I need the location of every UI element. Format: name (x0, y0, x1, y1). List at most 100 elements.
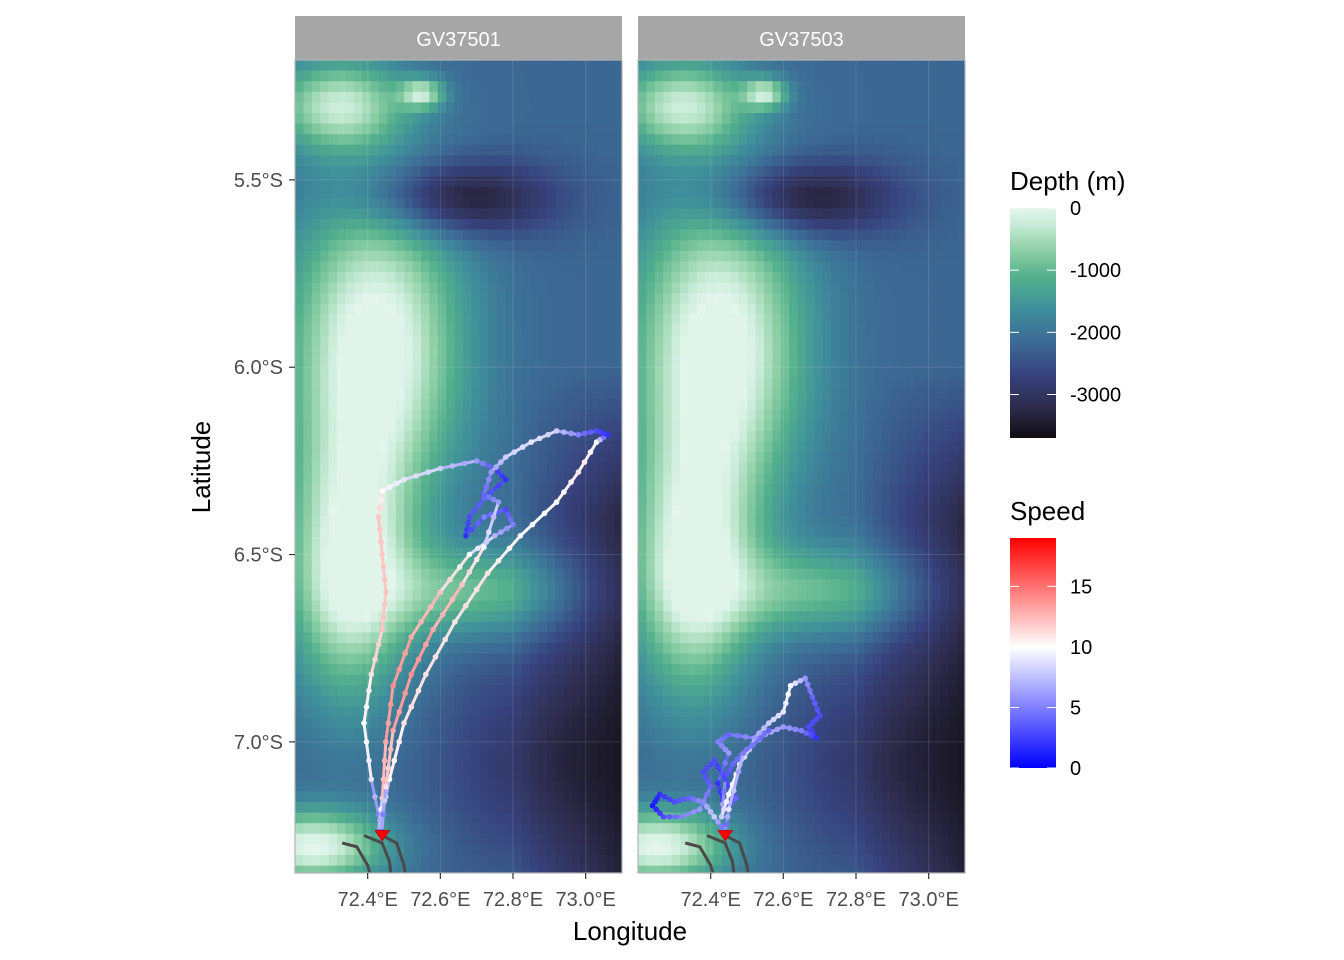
raster-cell (429, 441, 439, 453)
raster-cell (370, 452, 380, 464)
raster-cell (605, 600, 615, 612)
raster-cell (513, 759, 523, 771)
raster-cell (463, 537, 472, 549)
raster-cell (513, 144, 523, 156)
raster-cell (429, 802, 439, 814)
raster-cell (328, 91, 338, 103)
raster-cell (646, 452, 656, 464)
track-point (502, 454, 509, 460)
raster-cell (789, 282, 799, 294)
raster-cell (671, 134, 681, 146)
raster-cell (806, 229, 815, 241)
raster-cell (479, 473, 489, 485)
raster-cell (412, 176, 422, 188)
raster-cell (362, 653, 372, 665)
raster-cell (496, 229, 506, 241)
raster-cell (295, 378, 304, 390)
raster-cell (488, 303, 498, 315)
raster-cell (429, 611, 439, 623)
raster-cell (605, 643, 615, 655)
raster-cell (513, 219, 523, 231)
raster-cell (898, 462, 908, 474)
track-point (408, 704, 415, 710)
raster-cell (505, 653, 514, 665)
raster-cell (948, 134, 958, 146)
raster-cell (521, 537, 531, 549)
track-segment (475, 459, 497, 470)
track-point (449, 463, 456, 469)
raster-cell (496, 176, 506, 188)
raster-cell (696, 197, 706, 209)
raster-cell (915, 473, 925, 485)
raster-cell (311, 579, 321, 591)
raster-cell (370, 568, 380, 580)
raster-cell (488, 727, 498, 739)
raster-cell (395, 600, 405, 612)
raster-cell (437, 261, 447, 273)
raster-cell (404, 420, 414, 432)
raster-cell (471, 696, 481, 708)
raster-cell (555, 653, 565, 665)
raster-cell (538, 696, 548, 708)
raster-cell (589, 314, 598, 326)
raster-cell (353, 314, 363, 326)
raster-cell (320, 558, 330, 570)
raster-cell (303, 91, 313, 103)
raster-cell (654, 197, 664, 209)
raster-cell (362, 81, 372, 93)
raster-cell (395, 91, 405, 103)
raster-cell (412, 515, 422, 527)
raster-cell (479, 685, 489, 697)
raster-cell (295, 293, 304, 305)
raster-cell (654, 282, 664, 294)
raster-cell (772, 420, 782, 432)
raster-cell (530, 155, 540, 167)
raster-cell (530, 409, 540, 421)
raster-cell (589, 791, 598, 803)
raster-cell (328, 293, 338, 305)
raster-cell (437, 314, 447, 326)
raster-cell (932, 303, 941, 315)
raster-cell (387, 113, 397, 125)
raster-cell (505, 473, 514, 485)
raster-cell (488, 812, 498, 824)
raster-cell (362, 600, 372, 612)
raster-cell (589, 420, 598, 432)
raster-cell (797, 102, 807, 114)
raster-cell (713, 462, 723, 474)
track-point (423, 671, 429, 678)
raster-cell (654, 409, 664, 421)
raster-cell (940, 176, 950, 188)
raster-cell (395, 293, 405, 305)
raster-cell (848, 134, 857, 146)
raster-cell (597, 388, 607, 400)
raster-cell (362, 208, 372, 220)
raster-cell (671, 293, 681, 305)
raster-cell (404, 441, 414, 453)
raster-cell (547, 452, 556, 464)
raster-cell (303, 208, 313, 220)
raster-cell (705, 356, 715, 368)
raster-cell (530, 526, 540, 538)
raster-cell (463, 208, 472, 220)
raster-cell (713, 208, 723, 220)
raster-cell (421, 749, 430, 761)
raster-cell (915, 272, 925, 284)
raster-cell (387, 484, 397, 496)
raster-cell (345, 187, 355, 199)
raster-cell (614, 855, 622, 867)
raster-cell (395, 441, 405, 453)
track-point (440, 611, 446, 618)
raster-cell (429, 833, 439, 845)
raster-cell (547, 770, 556, 782)
raster-cell (488, 590, 498, 602)
raster-cell (421, 770, 430, 782)
raster-cell (454, 717, 464, 729)
raster-cell (780, 409, 790, 421)
raster-cell (589, 600, 598, 612)
raster-cell (755, 515, 765, 527)
raster-cell (915, 134, 925, 146)
raster-cell (638, 505, 647, 517)
raster-cell (505, 526, 514, 538)
raster-cell (412, 240, 422, 252)
